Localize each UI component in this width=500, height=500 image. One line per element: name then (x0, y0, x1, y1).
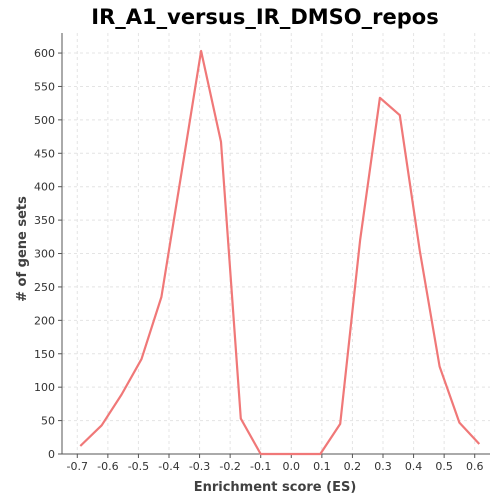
y-axis-label: # of gene sets (15, 196, 30, 302)
y-tick-label: 0 (48, 448, 55, 461)
x-tick-label: -0.7 (67, 460, 88, 473)
x-tick-label: -0.6 (97, 460, 118, 473)
y-tick-label: 50 (41, 415, 55, 428)
x-tick-label: 0.1 (313, 460, 331, 473)
x-tick-label: 0.4 (405, 460, 423, 473)
y-tick-label: 550 (34, 80, 55, 93)
x-tick-label: 0.0 (283, 460, 301, 473)
x-tick-label: -0.4 (158, 460, 179, 473)
y-tick-label: 150 (34, 348, 55, 361)
series-line (79, 49, 481, 456)
y-tick-label: 600 (34, 47, 55, 60)
y-tick-label: 200 (34, 314, 55, 327)
x-tick-label: 0.3 (374, 460, 392, 473)
y-tick-label: 450 (34, 147, 55, 160)
x-tick-label: 0.6 (466, 460, 484, 473)
y-tick-label: 350 (34, 214, 55, 227)
x-tick-label: 0.5 (435, 460, 453, 473)
chart-title: IR_A1_versus_IR_DMSO_repos (91, 5, 438, 29)
y-tick-label: 300 (34, 248, 55, 261)
x-axis-label: Enrichment score (ES) (194, 480, 357, 495)
y-tick-label: 250 (34, 281, 55, 294)
x-tick-label: -0.1 (250, 460, 271, 473)
grid (62, 33, 490, 455)
x-tick-label: -0.5 (128, 460, 149, 473)
tick-labels: 0 50 100 150 200 250 300 350 400 450 500 550 600 -0.7… (34, 47, 483, 473)
y-tick-label: 400 (34, 181, 55, 194)
y-tick-label: 500 (34, 114, 55, 127)
y-tick-label: 100 (34, 381, 55, 394)
x-tick-label: -0.2 (219, 460, 240, 473)
series-layer (79, 49, 481, 456)
x-tick-label: 0.2 (344, 460, 362, 473)
x-tick-label: -0.3 (189, 460, 210, 473)
